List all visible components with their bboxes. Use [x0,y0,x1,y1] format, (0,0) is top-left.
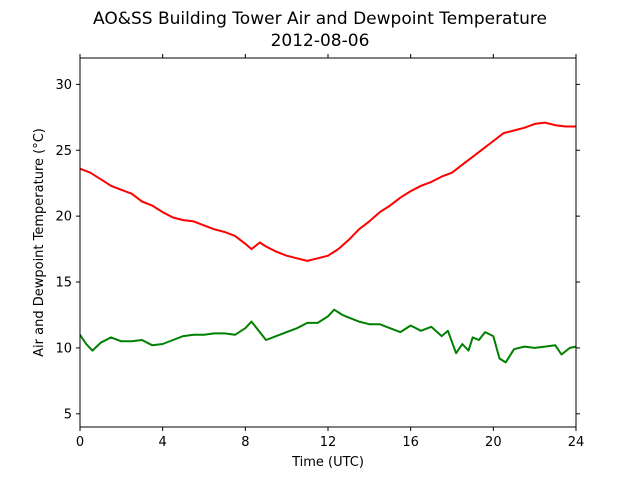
chart-subtitle: 2012-08-06 [271,31,370,51]
y-tick-label: 30 [55,78,72,93]
y-tick-label: 15 [55,276,72,291]
x-tick-label: 24 [568,435,585,450]
x-tick-label: 12 [320,435,337,450]
y-tick-label: 10 [55,341,72,356]
x-tick-label: 20 [485,435,502,450]
x-tick-label: 16 [402,435,419,450]
y-tick-label: 5 [64,407,72,422]
chart-title: AO&SS Building Tower Air and Dewpoint Te… [93,9,547,29]
y-axis-label: Air and Dewpoint Temperature (°C) [32,128,47,357]
y-tick-label: 20 [55,210,72,225]
x-tick-label: 8 [241,435,249,450]
x-axis-label: Time (UTC) [291,455,364,470]
x-tick-label: 0 [76,435,84,450]
axis-ticks: 0 4 8 12 16 20 24 5 10 15 20 25 30 [55,54,584,450]
y-tick-label: 25 [55,144,72,159]
plot-area [79,121,577,364]
x-tick-label: 4 [159,435,167,450]
series-line-0 [79,121,576,262]
plot-frame [79,57,577,428]
series-line-1 [79,308,577,364]
